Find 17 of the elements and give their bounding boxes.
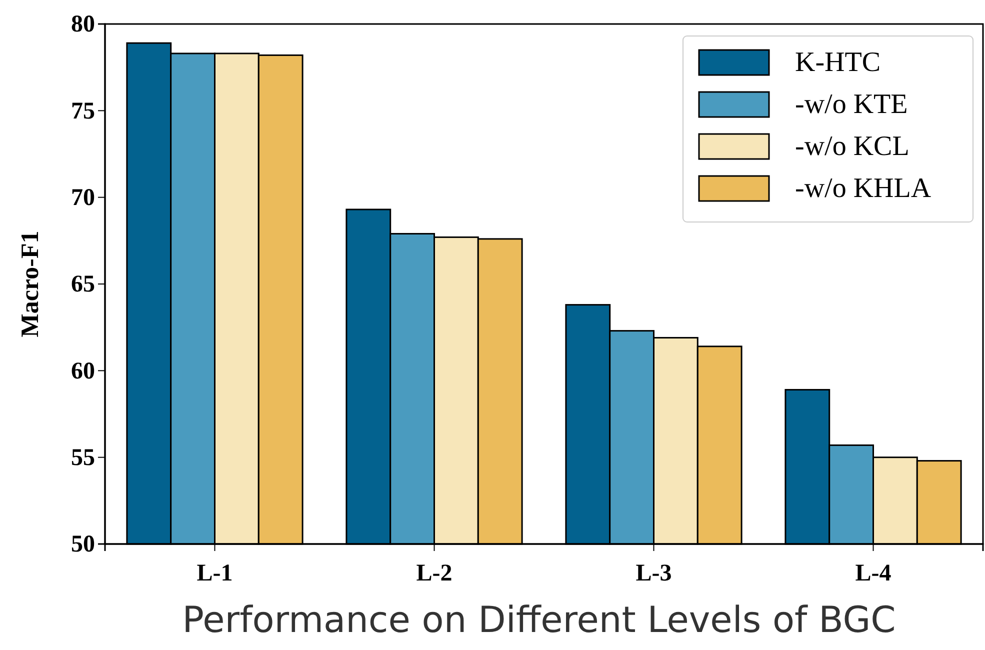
legend-label: -w/o KHLA [795, 173, 932, 204]
x-axis-title: Performance on Different Levels of BGC [182, 600, 896, 641]
legend-label: -w/o KTE [795, 89, 908, 120]
y-tick-label: 55 [71, 445, 95, 472]
legend-label: K-HTC [795, 47, 881, 78]
y-tick-label: 70 [71, 185, 95, 212]
y-tick-label: 75 [71, 98, 95, 124]
y-axis-title: Macro-F1 [17, 230, 44, 338]
x-tick-label: L-2 [416, 560, 452, 586]
y-tick-label: 65 [71, 272, 95, 298]
y-tick-label: 60 [71, 358, 95, 384]
x-tick-label: L-4 [855, 560, 892, 586]
y-tick-label: 80 [71, 12, 95, 38]
x-tick-label: L-1 [196, 560, 233, 586]
x-tick-label: L-3 [636, 560, 672, 586]
legend-label: -w/o KCL [795, 131, 910, 162]
y-tick-label: 50 [71, 532, 95, 558]
